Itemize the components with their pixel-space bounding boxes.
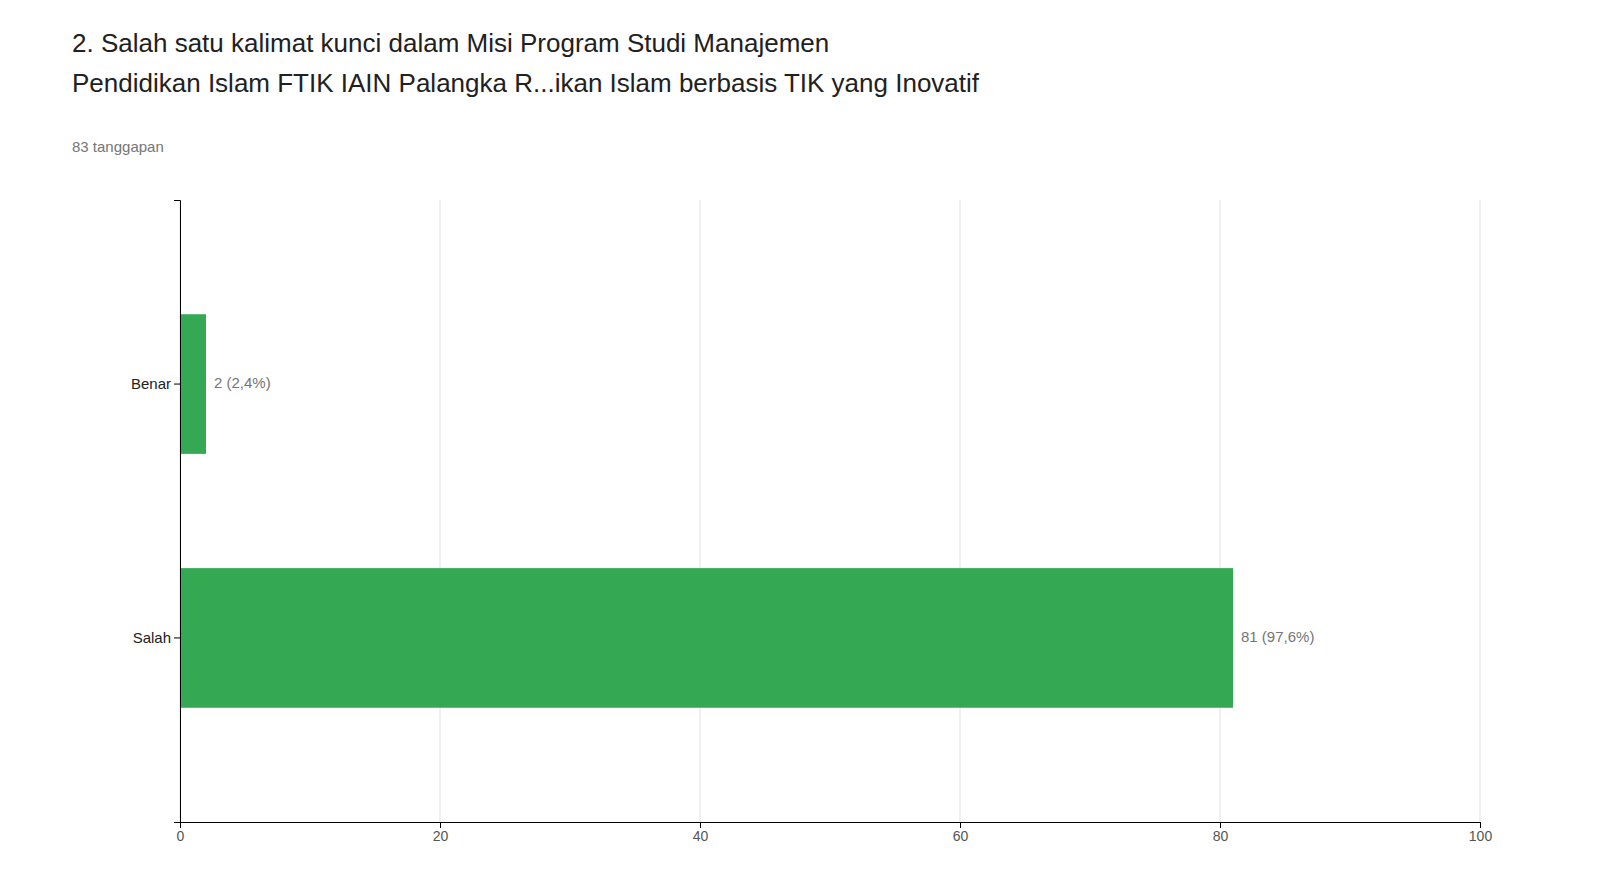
data-labels: 81 (97,6%) 2 (2,4%) bbox=[214, 374, 1314, 645]
axis-line bbox=[174, 201, 181, 823]
bars bbox=[180, 314, 1233, 708]
grid-line bbox=[1480, 200, 1481, 822]
tick-label: Benar bbox=[131, 375, 171, 392]
chart: 2. Salah satu kalimat kunci dalam Misi P… bbox=[0, 0, 1600, 892]
tick-label: 0 bbox=[177, 828, 185, 844]
tick-label: 60 bbox=[953, 828, 969, 844]
tick: 0 bbox=[177, 822, 185, 844]
bar bbox=[180, 314, 206, 454]
plot: 0 20 40 60 80 100 Salah Benar 81 (97,6%) 2 (2,4%) bbox=[131, 200, 1492, 844]
title: 2. Salah satu kalimat kunci dalam Misi P… bbox=[72, 28, 829, 58]
tick: 40 bbox=[693, 822, 709, 844]
title: Pendidikan Islam FTIK IAIN Palangka R...… bbox=[72, 68, 980, 98]
grid-line bbox=[700, 200, 701, 822]
tick-label: 20 bbox=[433, 828, 449, 844]
axis-line bbox=[181, 823, 1481, 829]
tick: 80 bbox=[1213, 822, 1229, 844]
tick-label: 80 bbox=[1213, 828, 1229, 844]
tick-mark bbox=[174, 637, 180, 638]
grid bbox=[180, 200, 1480, 822]
grid-line bbox=[1220, 200, 1221, 822]
grid-line bbox=[440, 200, 441, 822]
grid-line bbox=[960, 200, 961, 822]
y-axis: Salah Benar bbox=[131, 201, 181, 823]
data-label: 81 (97,6%) bbox=[1241, 628, 1314, 645]
tick: 20 bbox=[433, 822, 449, 844]
tick: 60 bbox=[953, 822, 969, 844]
tick-mark bbox=[174, 384, 180, 385]
tick-label: 100 bbox=[1469, 828, 1493, 844]
tick-label: Salah bbox=[133, 629, 171, 646]
subtitle: 83 tanggapan bbox=[72, 138, 164, 155]
tick-label: 40 bbox=[693, 828, 709, 844]
bar bbox=[180, 568, 1233, 708]
tick: Benar bbox=[131, 375, 180, 392]
x-axis: 0 20 40 60 80 100 bbox=[177, 822, 1493, 844]
data-label: 2 (2,4%) bbox=[214, 374, 271, 391]
tick: Salah bbox=[133, 629, 180, 646]
tick: 100 bbox=[1469, 822, 1493, 844]
